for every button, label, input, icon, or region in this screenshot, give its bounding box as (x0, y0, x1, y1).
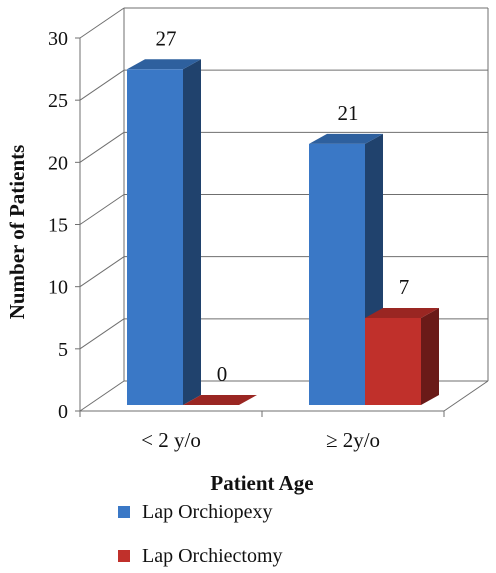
legend-swatch-lap-orchiectomy (118, 550, 130, 562)
x-category-label: ≥ 2y/o (326, 428, 380, 452)
y-tick-label: 20 (48, 152, 68, 174)
wall-gridline (79, 7, 125, 39)
wall-gridline (79, 194, 125, 225)
bar-front (127, 69, 183, 406)
bar-top (365, 307, 439, 318)
data-label: 21 (338, 101, 359, 125)
legend-label-lap-orchiectomy: Lap Orchiectomy (142, 545, 283, 567)
bar-top (183, 395, 257, 405)
data-label: 0 (217, 362, 228, 386)
y-tick-label: 10 (48, 277, 68, 299)
data-labels: 27 0 21 7 (156, 26, 410, 386)
bar-top (309, 133, 383, 144)
bar-side (183, 59, 201, 406)
bar (127, 59, 201, 406)
legend-label-lap-orchiopexy: Lap Orchiopexy (142, 501, 273, 523)
legend-swatch-lap-orchiopexy (118, 506, 130, 518)
bar-front (309, 143, 365, 405)
x-category-labels: < 2 y/o ≥ 2y/o (141, 428, 380, 452)
bar-top (127, 59, 201, 70)
bar-front (365, 317, 421, 405)
wall-gridline (79, 318, 125, 350)
bar (183, 395, 257, 405)
bar (365, 307, 439, 405)
bars (127, 59, 439, 406)
wall-gridline (79, 131, 125, 163)
x-category-label: < 2 y/o (141, 428, 201, 452)
y-tick-labels: 0 5 10 15 20 25 30 (48, 28, 68, 423)
floor-right-edge (443, 380, 489, 412)
bar-side (421, 307, 439, 405)
y-tick-label: 0 (58, 401, 68, 423)
y-tick-label: 15 (48, 215, 68, 237)
data-label: 7 (399, 275, 410, 299)
wall-gridline (79, 256, 125, 288)
wall-gridline (79, 380, 125, 412)
wall-gridline (79, 69, 125, 101)
y-axis-title: Number of Patients (5, 145, 29, 320)
y-tick-label: 30 (48, 28, 68, 50)
x-axis-title: Patient Age (210, 471, 313, 495)
y-tick-label: 5 (58, 339, 68, 361)
data-label: 27 (156, 26, 177, 50)
y-tick-label: 25 (48, 90, 68, 112)
